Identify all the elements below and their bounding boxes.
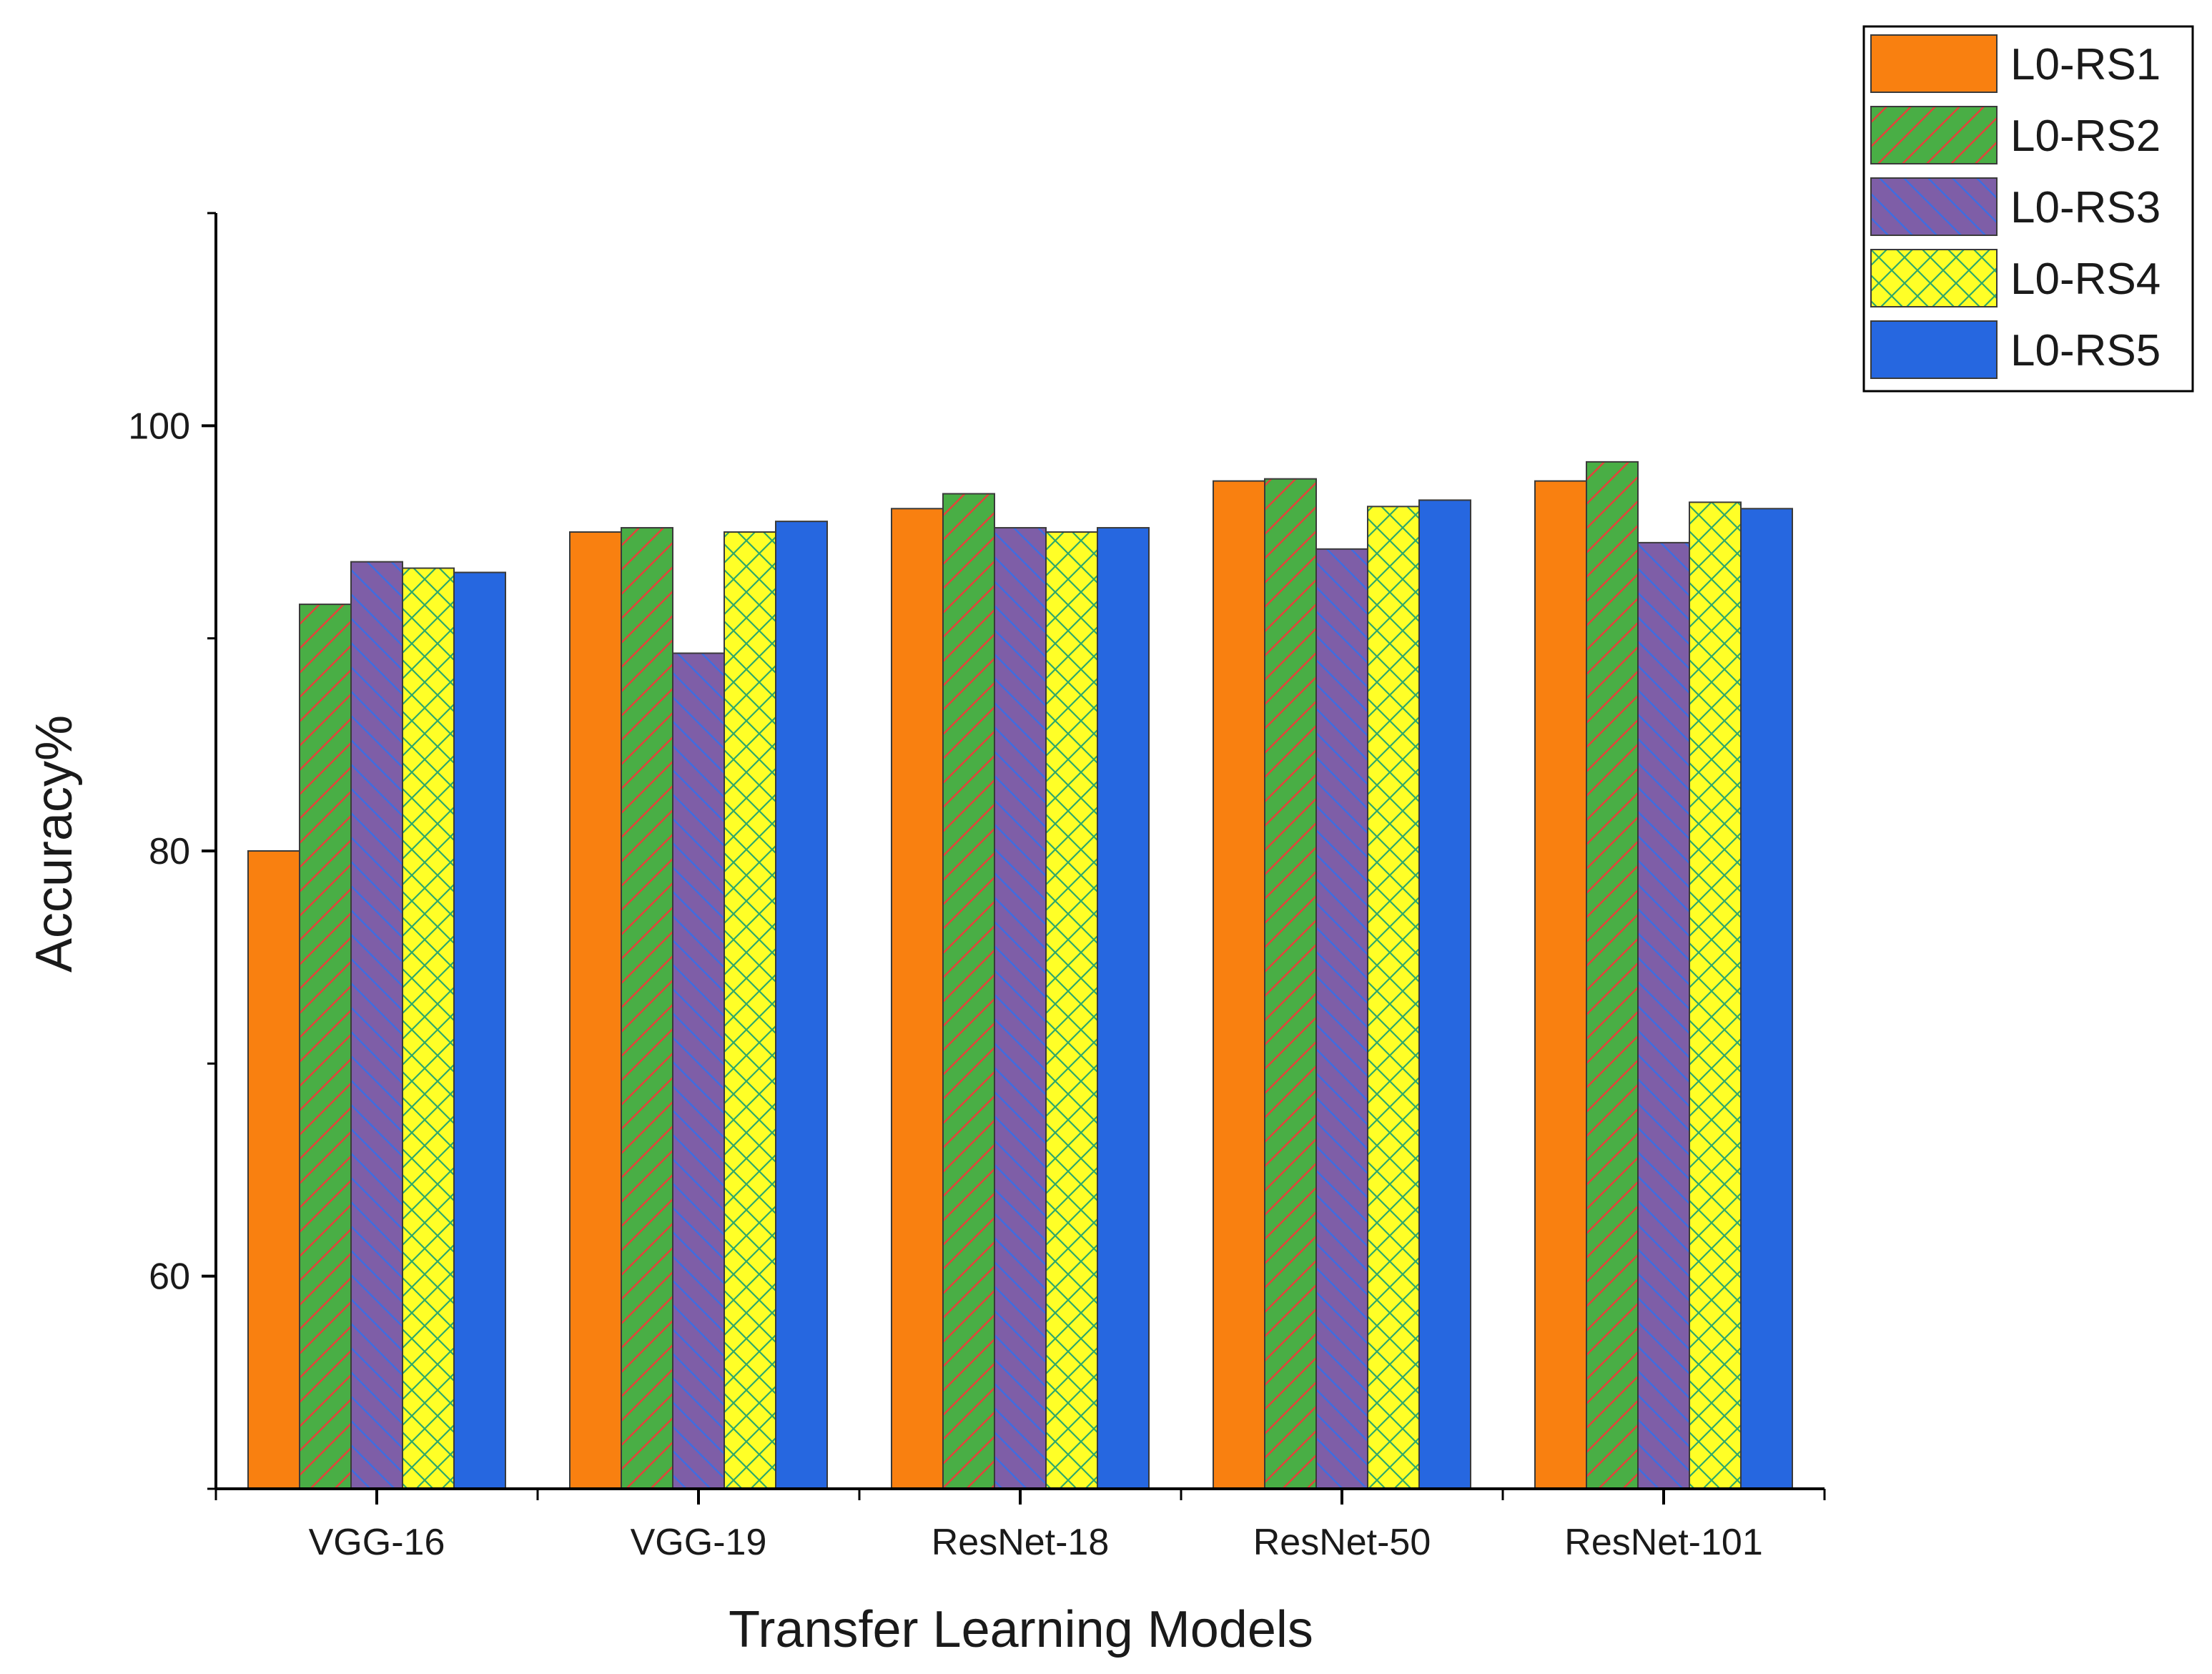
legend-label-l0-rs3: L0-RS3 <box>2010 183 2161 232</box>
bar-l0-rs2-vgg-19 <box>621 527 673 1490</box>
x-tick-label: ResNet-18 <box>932 1522 1110 1563</box>
bar-l0-rs5-resnet-50 <box>1418 499 1471 1490</box>
bar-l0-rs3-resnet-50 <box>1315 548 1368 1490</box>
x-tick-label: ResNet-101 <box>1564 1522 1762 1563</box>
bar-l0-rs4-vgg-16 <box>402 567 455 1490</box>
legend-label-l0-rs4: L0-RS4 <box>2010 255 2161 304</box>
bar-l0-rs1-vgg-19 <box>569 531 622 1490</box>
bar-l0-rs5-vgg-16 <box>453 571 506 1490</box>
bar-l0-rs3-resnet-101 <box>1637 541 1690 1490</box>
legend-label-l0-rs2: L0-RS2 <box>2010 112 2161 161</box>
bar-l0-rs4-resnet-50 <box>1367 506 1420 1490</box>
bar-l0-rs3-vgg-16 <box>350 561 403 1490</box>
legend-label-l0-rs1: L0-RS1 <box>2010 40 2161 89</box>
x-tick-label: VGG-19 <box>631 1522 767 1563</box>
axes-layer: 60 80 100 VGG-16 VGG-19 ResNet-18 ResNet-50 Res… <box>128 212 1826 1563</box>
bar-l0-rs2-resnet-50 <box>1264 478 1317 1490</box>
bar-l0-rs1-resnet-18 <box>891 508 944 1490</box>
bar-l0-rs4-resnet-18 <box>1045 531 1098 1490</box>
y-tick-label: 60 <box>149 1256 190 1298</box>
bar-l0-rs3-resnet-18 <box>994 527 1047 1490</box>
bar-l0-rs2-vgg-16 <box>299 604 352 1490</box>
legend: L0-RS1 L0-RS2 L0-RS3 L0-RS4 L0-RS5 <box>1862 25 2194 393</box>
x-tick-label: ResNet-50 <box>1253 1522 1431 1563</box>
bar-l0-rs5-resnet-18 <box>1097 527 1150 1490</box>
bar-l0-rs2-resnet-101 <box>1586 461 1639 1490</box>
legend-swatch-l0-rs3 <box>1870 177 1998 236</box>
bar-l0-rs1-resnet-50 <box>1213 480 1265 1490</box>
legend-label-l0-rs5: L0-RS5 <box>2010 326 2161 375</box>
bar-l0-rs4-resnet-101 <box>1689 501 1742 1490</box>
x-axis-title: Transfer Learning Models <box>729 1601 1313 1658</box>
legend-swatch-l0-rs5 <box>1870 320 1998 379</box>
legend-swatch-l0-rs1 <box>1870 34 1998 93</box>
bars-layer <box>247 461 1793 1490</box>
x-tick-label: VGG-16 <box>309 1522 445 1563</box>
bar-l0-rs5-vgg-19 <box>775 521 828 1490</box>
y-tick-label: 80 <box>149 831 190 872</box>
bar-l0-rs1-vgg-16 <box>247 850 300 1490</box>
bar-l0-rs2-resnet-18 <box>942 493 995 1490</box>
bar-l0-rs4-vgg-19 <box>724 531 776 1490</box>
legend-swatch-l0-rs2 <box>1870 106 1998 164</box>
legend-swatch-l0-rs4 <box>1870 249 1998 307</box>
bar-l0-rs5-resnet-101 <box>1740 508 1793 1490</box>
y-axis-title: Accuracy% <box>26 715 83 973</box>
bar-l0-rs1-resnet-101 <box>1534 480 1587 1490</box>
bar-l0-rs3-vgg-19 <box>672 652 725 1490</box>
y-tick-label: 100 <box>128 405 190 447</box>
